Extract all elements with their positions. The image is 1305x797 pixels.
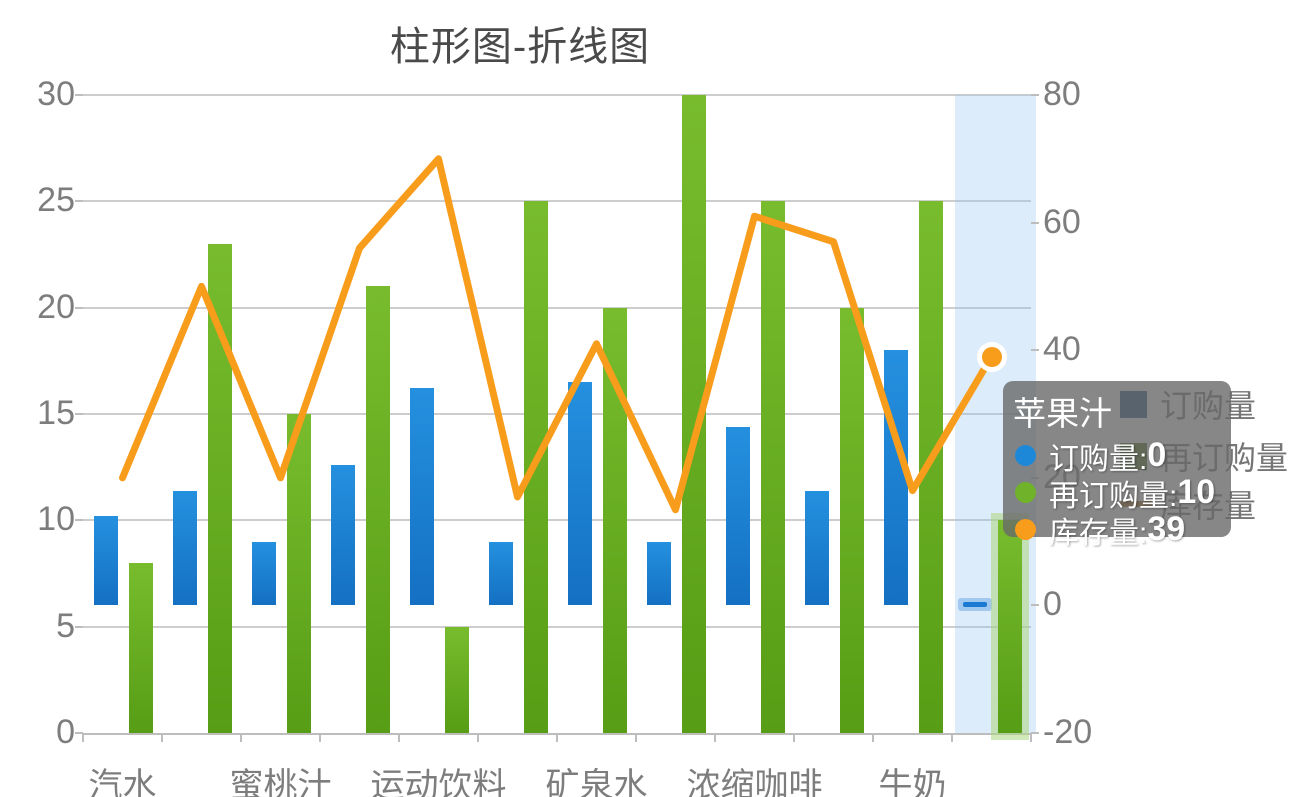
column-order-qty[interactable] [567,382,592,606]
x-axis-tick [951,733,953,742]
y-axis-right-tick [1031,349,1039,352]
y-axis-left-label: 30 [37,75,75,113]
column-order-qty[interactable] [330,465,355,606]
green-dot-icon [1015,482,1036,503]
y-axis-right-label: 40 [1043,330,1081,369]
column-order-qty[interactable] [172,490,197,606]
column-order-qty[interactable] [93,516,118,606]
column-order-qty[interactable] [409,388,434,606]
x-axis-tick [398,733,400,742]
gridline [83,200,1031,203]
y-axis-right-tick [1031,221,1039,224]
y-axis-left-label: 25 [37,181,75,220]
column-order-qty[interactable] [646,541,671,606]
column-reorder-qty[interactable] [365,286,390,733]
chart-title: 柱形图-折线图 [389,25,651,69]
x-axis-category-label: 运动饮料 [370,767,507,797]
x-axis-category-label: 矿泉水 [545,767,648,797]
y-axis-left-tick [75,94,83,96]
x-axis-tick [872,733,874,742]
x-axis-category-label: 浓缩咖啡 [686,767,823,797]
y-axis-left-tick [75,200,83,203]
y-axis-left-label: 5 [56,606,75,645]
y-axis-right-label: -20 [1043,713,1093,751]
column-reorder-qty[interactable] [997,520,1022,733]
x-axis-tick [477,733,479,742]
x-axis-category-label: 蜜桃汁 [229,767,332,797]
x-axis-tick [1030,733,1032,742]
y-axis-left-label: 10 [37,500,75,539]
y-axis-right-tick [1031,604,1039,607]
column-reorder-qty[interactable] [128,562,153,733]
x-axis-tick [161,733,163,742]
tooltip-row-order-qty: 订购量: 0 [1011,436,1231,476]
x-axis-tick [240,733,242,742]
tooltip-row-reorder-qty: 再订购量: 10 [1011,473,1231,513]
x-axis-tick [319,733,321,742]
plot-area [83,94,1036,735]
column-reorder-qty[interactable] [839,307,864,733]
x-axis-tick [556,733,558,742]
y-axis-right-label: 80 [1043,75,1081,113]
tooltip-row-stock-qty: 库存量: 39 [1011,510,1231,550]
y-axis-left-tick [75,413,83,415]
x-axis-tick [714,733,716,742]
gridline [83,519,1031,522]
y-axis-right-label: 0 [1043,585,1062,624]
gridline [83,94,1031,96]
x-axis-tick [635,733,637,742]
column-order-qty[interactable] [804,490,829,606]
column-reorder-qty[interactable] [760,201,785,733]
y-axis-left-label: 15 [37,394,75,432]
y-axis-left-label: 20 [37,287,75,326]
y-axis-right-tick [1031,732,1039,734]
y-axis-left-tick [75,519,83,522]
x-axis-tick [793,733,795,742]
x-axis-tick [82,733,84,742]
hover-bullet[interactable] [981,346,1002,367]
column-order-qty[interactable] [962,602,987,608]
line-series-stock-qty[interactable] [83,95,1031,733]
y-axis-left-label: 0 [56,713,75,751]
tooltip-category-name: 苹果汁 [1013,395,1112,432]
hover-tooltip-balloon: 苹果汁 订购量: 0 再订购量: 10 库存量: 39 [1003,381,1231,550]
y-axis-left-tick [75,306,83,309]
blue-dot-icon [1015,445,1036,466]
x-axis-category-label: 牛奶 [878,767,947,797]
orange-dot-icon [1015,519,1036,540]
column-reorder-qty[interactable] [286,414,311,733]
y-axis-left-tick [75,625,83,628]
y-axis-left-tick [75,732,83,734]
column-order-qty[interactable] [251,541,276,606]
x-axis-category-label: 汽水 [88,767,157,797]
column-reorder-qty[interactable] [444,626,469,733]
gridline [83,306,1031,309]
y-axis-right-tick [1031,94,1039,96]
column-order-qty[interactable] [488,541,513,606]
column-order-qty[interactable] [725,426,750,606]
gridline [83,625,1031,628]
column-order-qty[interactable] [883,350,908,606]
y-axis-right-label: 60 [1043,202,1081,241]
